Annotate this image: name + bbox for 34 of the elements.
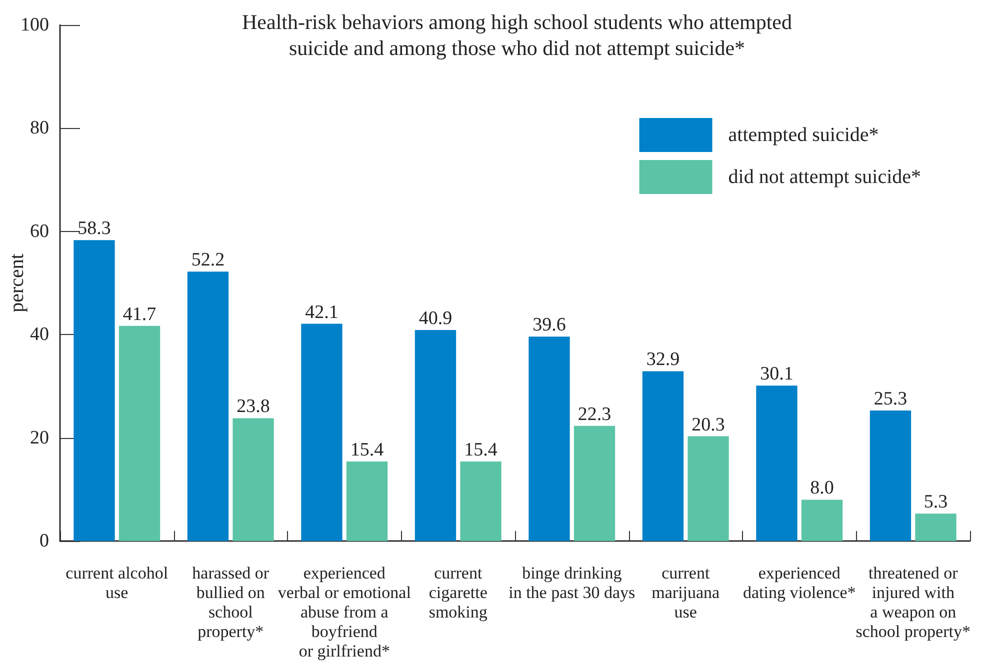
data-label: 5.3 — [924, 492, 948, 513]
y-tick-label: 20 — [30, 427, 49, 448]
x-tick-label: experienced dating violence* — [742, 563, 856, 602]
data-label: 25.3 — [874, 388, 908, 410]
data-label: 41.7 — [122, 304, 156, 325]
x-tick-label: experienced verbal or emotional abuse from a boyfriend or girlfriend* — [278, 563, 412, 660]
data-label: 20.3 — [692, 414, 725, 436]
data-label: 32.9 — [646, 349, 680, 370]
data-label: 8.0 — [810, 478, 834, 499]
y-tick-label: 40 — [30, 324, 49, 346]
y-tick-label: 100 — [20, 14, 49, 36]
data-label: 42.1 — [305, 302, 338, 323]
data-label: 30.1 — [760, 364, 794, 385]
legend-label: did not attempt suicide* — [728, 166, 922, 188]
x-tick-label: binge drinking in the past 30 days — [508, 563, 636, 602]
data-label: 22.3 — [578, 404, 612, 425]
data-label: 40.9 — [418, 308, 452, 329]
x-tick-label: threatened or injured with a weapon on school property* — [856, 563, 970, 641]
y-axis-title: percent — [6, 253, 28, 312]
data-label: 58.3 — [78, 218, 111, 240]
x-tick-label: harassed or bullied on school property* — [192, 563, 270, 641]
data-label: 23.8 — [236, 396, 270, 418]
data-label: 39.6 — [532, 314, 566, 336]
legend-label: attempted suicide* — [728, 124, 879, 146]
chart-title: Health-risk behaviors among high school students who attempted suicide and among those who did not attempt suicide* — [242, 10, 792, 60]
data-label: 15.4 — [464, 440, 498, 461]
data-label: 52.2 — [191, 250, 225, 271]
x-tick-label: current cigarette smoking — [428, 563, 488, 622]
x-tick-label: current alcohol use — [66, 563, 168, 602]
y-tick-label: 80 — [30, 118, 49, 139]
y-tick-label: 0 — [40, 530, 49, 552]
y-tick-label: 60 — [30, 220, 49, 242]
data-label: 15.4 — [350, 440, 384, 461]
x-tick-label: current marijuana use — [652, 563, 720, 622]
